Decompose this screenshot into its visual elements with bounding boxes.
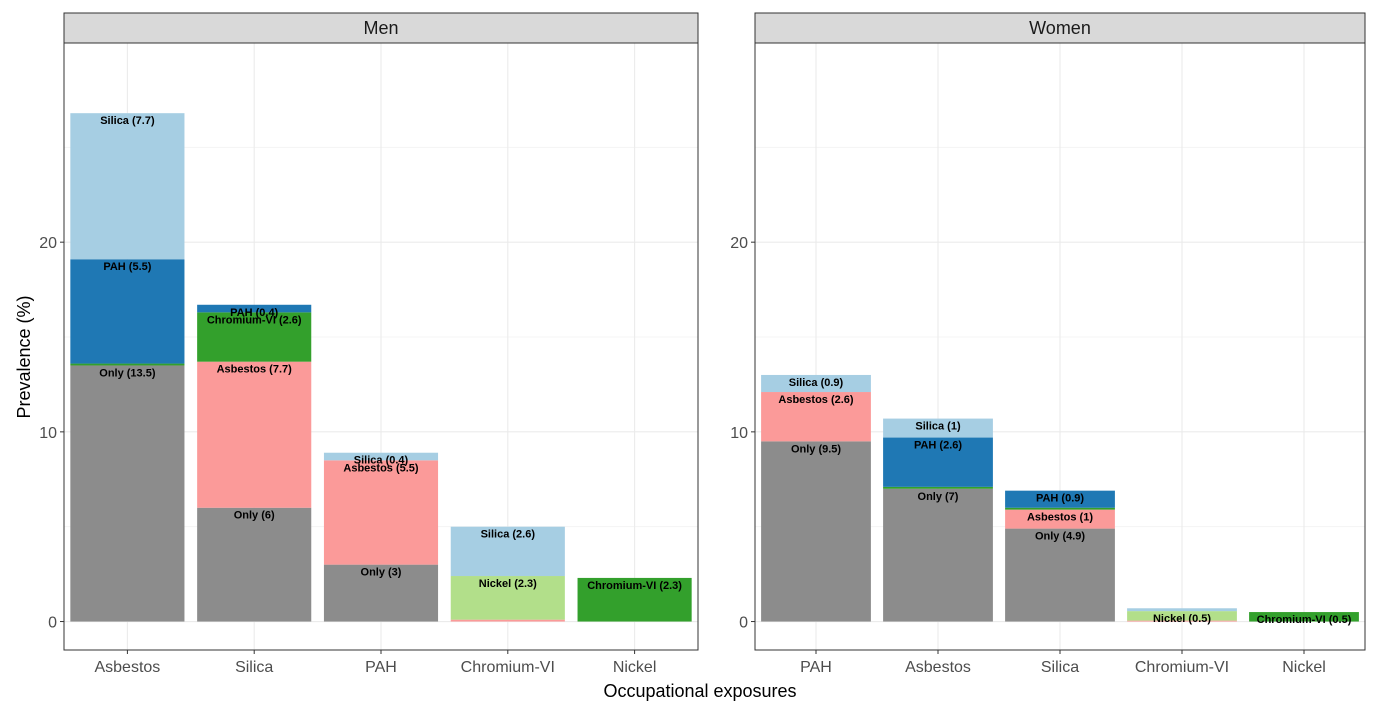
- data-label: Only (6): [234, 510, 275, 522]
- strip-title-men: Men: [363, 18, 398, 38]
- bar-segment-only: [883, 489, 993, 622]
- y-tick-label: 10: [730, 425, 748, 442]
- bar-pah: Only (9.5) Asbestos (2.6) Silica (0.9): [761, 375, 871, 622]
- data-label: PAH (0.4): [230, 307, 278, 319]
- data-label: Silica (0.4): [354, 455, 409, 467]
- data-label: Asbestos (7.7): [217, 364, 293, 376]
- bar-silica: Only (4.9) Asbestos (1) PAH (0.9): [1005, 491, 1115, 622]
- strip-title-women: Women: [1029, 18, 1091, 38]
- x-tick-label: Nickel: [1282, 659, 1326, 676]
- x-tick-label: PAH: [365, 659, 397, 676]
- bar-segment-pah: [70, 259, 184, 363]
- data-label: Asbestos (1): [1027, 512, 1093, 524]
- data-label: Silica (0.9): [789, 377, 844, 389]
- data-label: PAH (5.5): [103, 261, 151, 273]
- data-label: Chromium-VI (2.3): [587, 580, 682, 592]
- bar-segment-asbestos: [324, 460, 438, 564]
- data-label: PAH (2.6): [914, 440, 962, 452]
- data-label: Only (3): [361, 567, 402, 579]
- bar-asbestos: Only (7) PAH (2.6) Silica (1): [883, 419, 993, 622]
- bar-nickel: Chromium-VI (2.3): [578, 578, 692, 622]
- bar-segment-only: [70, 365, 184, 621]
- bar-asbestos: Only (13.5) PAH (5.5) Silica (7.7): [70, 113, 184, 621]
- bar-nickel: Chromium-VI (0.5): [1249, 612, 1359, 626]
- y-axis-title: Prevalence (%): [14, 295, 34, 418]
- y-tick-label: 0: [48, 615, 57, 632]
- x-tick-label: Asbestos: [94, 659, 160, 676]
- y-tick-label: 0: [739, 615, 748, 632]
- bar-chromium-vi: Nickel (2.3) Silica (2.6): [451, 527, 565, 622]
- bar-segment-chromium-vi: [1005, 508, 1115, 510]
- data-label: Only (13.5): [99, 367, 156, 379]
- data-label: Asbestos (2.6): [778, 394, 854, 406]
- bar-segment-only: [761, 441, 871, 621]
- x-tick-label: Nickel: [613, 659, 657, 676]
- bar-segment-silica: [1127, 608, 1237, 611]
- data-label: Only (9.5): [791, 443, 841, 455]
- x-tick-label: Silica: [1041, 659, 1079, 676]
- bar-segment-asbestos: [451, 620, 565, 622]
- bar-pah: Only (3)Asbestos (5.5)Silica (0.4): [324, 453, 438, 622]
- y-tick-label: 20: [39, 235, 57, 252]
- data-label: Only (7): [918, 491, 959, 503]
- data-label: Silica (1): [915, 421, 961, 433]
- y-tick-label: 20: [730, 235, 748, 252]
- x-tick-label: Chromium-VI: [1135, 659, 1229, 676]
- data-label: Silica (2.6): [481, 529, 536, 541]
- x-tick-label: Chromium-VI: [461, 659, 555, 676]
- bar-segment-silica: [70, 113, 184, 259]
- bar-silica: Only (6)Asbestos (7.7)Chromium-VI (2.6)P…: [197, 305, 311, 622]
- bar-segment-chromium-vi: [883, 487, 993, 489]
- panel-women: Women Only (9.5) Asbestos (2.6) Silica (0.9…: [730, 13, 1365, 676]
- data-label: Chromium-VI (0.5): [1257, 614, 1352, 626]
- data-label: Only (4.9): [1035, 531, 1085, 543]
- data-label: Nickel (0.5): [1153, 613, 1211, 625]
- bar-segment-only: [197, 508, 311, 622]
- x-tick-label: PAH: [800, 659, 832, 676]
- data-label: Silica (7.7): [100, 115, 155, 127]
- data-label: Nickel (2.3): [479, 578, 537, 590]
- x-tick-label: Asbestos: [905, 659, 971, 676]
- x-tick-label: Silica: [235, 659, 273, 676]
- data-label: PAH (0.9): [1036, 493, 1084, 505]
- bar-segment-asbestos: [197, 362, 311, 508]
- y-tick-label: 10: [39, 425, 57, 442]
- x-axis-title: Occupational exposures: [603, 681, 796, 701]
- bar-segment-chromium-vi: [70, 364, 184, 366]
